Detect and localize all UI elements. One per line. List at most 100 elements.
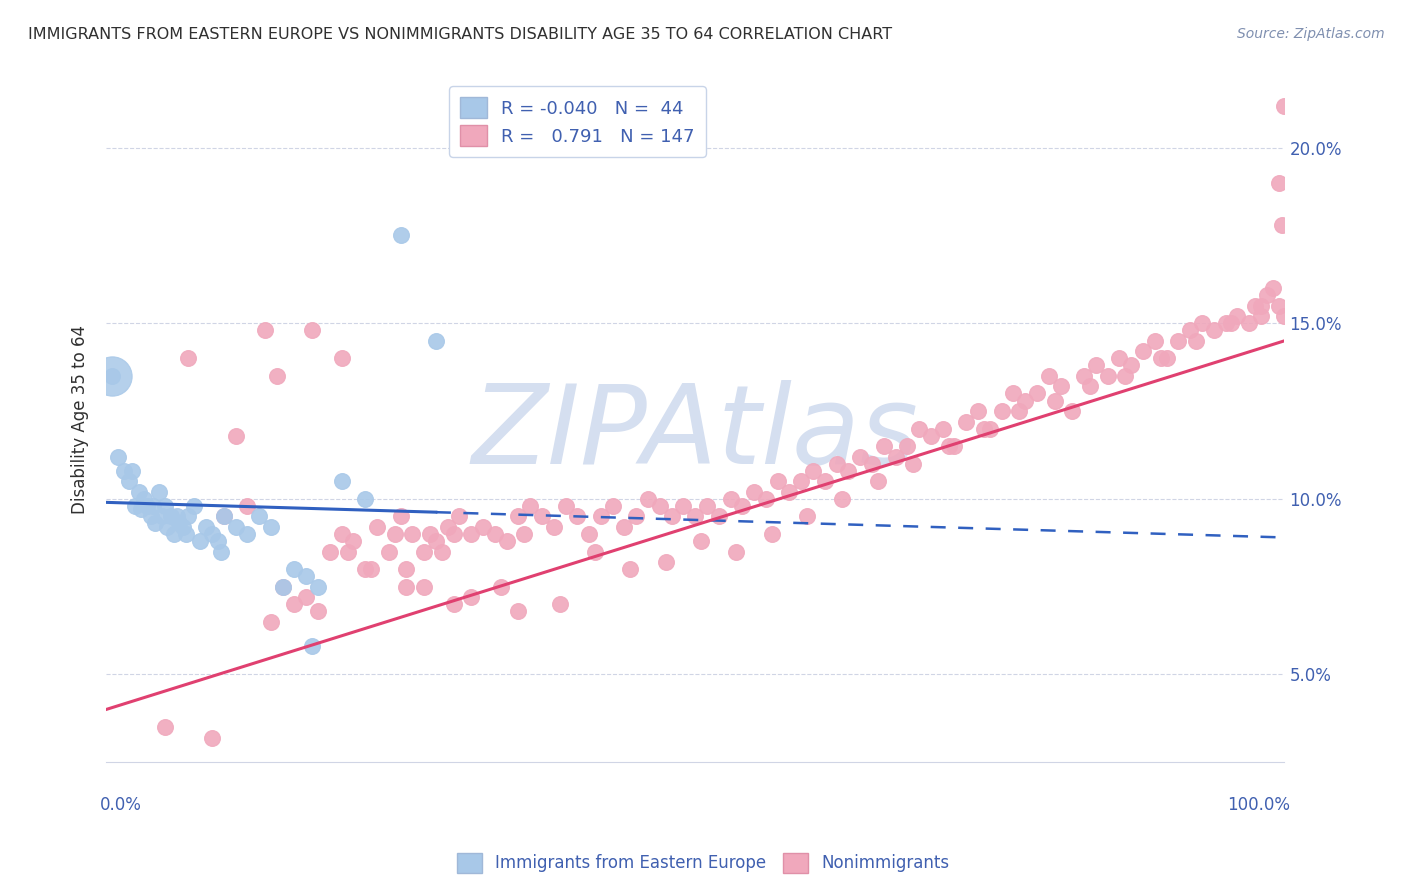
Point (583, 544, 606, 558)
Point (201, 731, 224, 745)
Point (761, 527, 783, 541)
Point (860, 457, 883, 471)
Point (472, 520, 495, 534)
Point (920, 428, 942, 442)
Point (1156, 351, 1178, 366)
Point (943, 439, 966, 453)
Point (1215, 316, 1237, 330)
Point (484, 527, 506, 541)
Point (129, 502, 152, 516)
Point (1267, 176, 1289, 190)
Text: IMMIGRANTS FROM EASTERN EUROPE VS NONIMMIGRANTS DISABILITY AGE 35 TO 64 CORRELAT: IMMIGRANTS FROM EASTERN EUROPE VS NONIMM… (28, 27, 893, 42)
Point (301, 640, 323, 654)
Point (1002, 386, 1025, 401)
Point (389, 509, 412, 524)
Point (266, 368, 288, 383)
Point (260, 520, 283, 534)
Point (554, 499, 576, 513)
Text: Source: ZipAtlas.com: Source: ZipAtlas.com (1237, 27, 1385, 41)
Point (1226, 310, 1249, 324)
Point (209, 544, 232, 558)
Point (360, 562, 382, 576)
Point (377, 544, 399, 558)
Point (1143, 334, 1166, 348)
Point (253, 323, 276, 337)
Point (1114, 368, 1136, 383)
Legend: R = -0.040   N =  44, R =   0.791   N = 147: R = -0.040 N = 44, R = 0.791 N = 147 (449, 87, 706, 157)
Legend: Immigrants from Eastern Europe, Nonimmigrants: Immigrants from Eastern Europe, Nonimmig… (450, 847, 956, 880)
Point (330, 475, 353, 489)
Point (495, 533, 517, 548)
Point (460, 590, 482, 604)
Point (419, 527, 441, 541)
Point (825, 457, 848, 471)
Point (661, 509, 683, 524)
Point (508, 604, 530, 618)
Point (1271, 218, 1294, 232)
Point (1250, 310, 1272, 324)
Point (295, 569, 318, 583)
Point (648, 499, 671, 513)
Point (260, 615, 283, 629)
Point (508, 509, 530, 524)
Point (128, 484, 150, 499)
Point (247, 509, 270, 524)
Point (489, 580, 512, 594)
Point (156, 520, 179, 534)
Point (1078, 379, 1101, 393)
Point (124, 499, 146, 513)
Point (177, 509, 200, 524)
Point (931, 422, 953, 436)
Point (801, 464, 824, 478)
Point (1014, 393, 1036, 408)
Point (683, 509, 706, 524)
Point (884, 450, 907, 464)
Point (148, 484, 170, 499)
Point (354, 491, 377, 506)
Point (866, 475, 889, 489)
Point (990, 404, 1012, 418)
Point (1274, 98, 1296, 112)
Point (401, 527, 423, 541)
Point (1108, 351, 1130, 366)
Point (236, 527, 259, 541)
Point (283, 562, 305, 576)
Point (543, 520, 565, 534)
Point (195, 520, 218, 534)
Point (849, 450, 872, 464)
Point (139, 509, 162, 524)
Point (1256, 288, 1278, 302)
Point (152, 509, 174, 524)
Point (1167, 334, 1189, 348)
Point (283, 597, 305, 611)
Point (742, 484, 765, 499)
Point (637, 491, 659, 506)
Point (1049, 379, 1071, 393)
Point (1178, 323, 1201, 337)
Point (1250, 299, 1272, 313)
Point (1026, 386, 1049, 401)
Point (159, 509, 181, 524)
Point (301, 323, 323, 337)
Point (225, 428, 247, 442)
Point (121, 464, 143, 478)
Point (1008, 404, 1031, 418)
Point (443, 597, 465, 611)
Point (107, 450, 129, 464)
Point (174, 527, 197, 541)
Point (153, 720, 176, 734)
Point (330, 351, 353, 366)
Point (672, 499, 695, 513)
Point (1150, 351, 1173, 366)
Point (384, 527, 406, 541)
Point (112, 464, 135, 478)
Point (425, 334, 447, 348)
Point (212, 509, 235, 524)
Point (118, 475, 141, 489)
Text: ZIPAtlas: ZIPAtlas (472, 380, 918, 487)
Point (778, 484, 800, 499)
Point (967, 404, 990, 418)
Text: 100.0%: 100.0% (1227, 797, 1291, 814)
Point (814, 475, 837, 489)
Point (336, 544, 359, 558)
